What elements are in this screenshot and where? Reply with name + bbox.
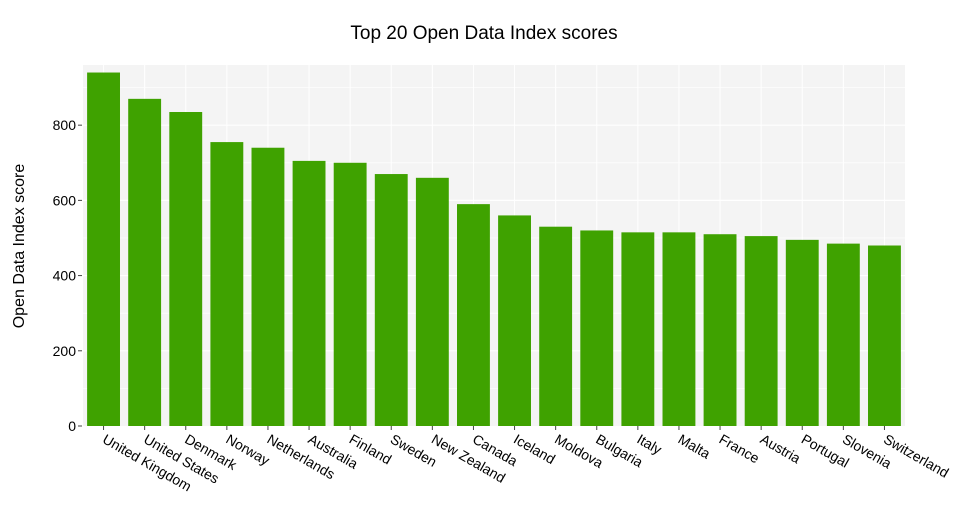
chart-title: Top 20 Open Data Index scores [350,23,617,44]
bar[interactable] [703,234,737,426]
y-axis-title: Open Data Index score [11,164,28,329]
bar[interactable] [87,72,120,426]
bar[interactable] [539,226,573,426]
x-tick-label: Austria [758,431,804,467]
y-tick-label: 0 [68,418,76,434]
y-tick-label: 400 [53,268,77,284]
x-tick-label: Sweden [388,431,440,470]
y-tick-label: 800 [53,117,77,133]
y-axis-ticks: 0 200 400 600 800 [53,117,82,434]
bar[interactable] [251,147,285,426]
bar[interactable] [415,177,449,426]
bar[interactable] [868,245,901,427]
y-tick-label: 200 [53,343,77,359]
bar[interactable] [744,236,778,426]
bar[interactable] [621,232,655,426]
bars [87,72,901,427]
plot-background [83,65,905,426]
bar[interactable] [292,160,326,426]
x-tick-label: Malta [675,431,713,462]
bar[interactable] [374,174,408,426]
bar[interactable] [826,243,860,426]
bar[interactable] [333,162,367,427]
bar[interactable] [498,215,531,426]
bar[interactable] [457,204,490,426]
x-tick-label: France [717,431,763,467]
x-tick-label: Iceland [511,431,558,467]
bar[interactable] [580,230,614,426]
bar[interactable] [662,232,696,426]
bar[interactable] [128,98,162,426]
bar[interactable] [169,112,203,426]
bar[interactable] [210,142,244,426]
y-tick-label: 600 [53,192,77,208]
bar[interactable] [785,239,819,426]
